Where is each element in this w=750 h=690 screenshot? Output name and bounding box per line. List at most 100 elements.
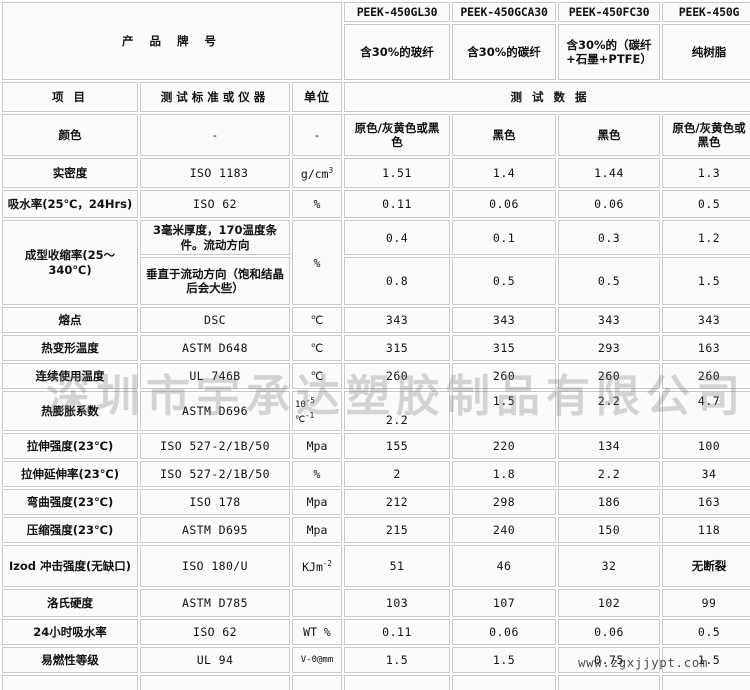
table-row: 介电强度 IEC 248 kV/mm 175 因含碳纤而导电 因含碳纤石墨导电 …: [2, 675, 750, 690]
row-value-1: 215: [344, 517, 451, 544]
row-item-label: 成型收缩率(25～340℃): [2, 220, 138, 306]
row-value-4: 34: [662, 461, 750, 488]
row-unit: ℃: [292, 307, 343, 334]
row-value-2: 0.5: [452, 257, 557, 306]
row-value-1: 260: [344, 363, 451, 390]
row-value-3: 0.3: [558, 220, 661, 256]
row-value-2: 260: [452, 363, 557, 390]
row-value-1: 2: [344, 461, 451, 488]
row-standard: ISO 178: [140, 489, 290, 516]
table-row: 热变形温度 ASTM D648 ℃ 315 315 293 163: [2, 335, 750, 362]
row-value-4: 163: [662, 489, 750, 516]
row-value-1: 0.11: [344, 619, 451, 646]
row-standard: DSC: [140, 307, 290, 334]
row-unit: Mpa: [292, 517, 343, 544]
table-row: 实密度 ISO 1183 g/cm3 1.51 1.4 1.44 1.3: [2, 158, 750, 189]
row-value-2: 0.1: [452, 220, 557, 256]
row-value-2: 黑色: [452, 114, 557, 157]
row-value-3: 150: [558, 517, 661, 544]
table-row: 连续使用温度 UL 746B ℃ 260 260 260 260: [2, 363, 750, 390]
row-value-2: 因含碳纤而导电: [452, 675, 557, 690]
row-value-4: 1.2: [662, 220, 750, 256]
table-row: 压缩强度(23℃) ASTM D695 Mpa 215 240 150 118: [2, 517, 750, 544]
row-value-4: 原色/灰黄色或黑色: [662, 114, 750, 157]
row-unit: ℃: [292, 335, 343, 362]
row-value-2: 1.4: [452, 158, 557, 189]
table-row: 拉伸延伸率(23℃) ISO 527-2/1B/50 % 2 1.8 2.2 3…: [2, 461, 750, 488]
row-item-text: 吸水率(25℃，24Hrs): [7, 197, 133, 212]
table-row: 吸水率(25℃，24Hrs) ISO 62 % 0.11 0.06 0.06 0…: [2, 190, 750, 219]
row-value-3: 102: [558, 589, 661, 618]
row-value-2: 240: [452, 517, 557, 544]
header-standard: 测试标准或仪器: [140, 82, 290, 113]
row-value-2: 0.06: [452, 190, 557, 219]
row-item-label: 热变形温度: [2, 335, 138, 362]
row-value-3: 343: [558, 307, 661, 334]
row-unit: -: [292, 114, 343, 157]
row-value-3: 2.2: [558, 391, 661, 432]
row-unit: 10-5 ℃-1: [292, 391, 343, 432]
row-value-3: 260: [558, 363, 661, 390]
table-row: 易燃性等级 UL 94 V-0@mm 1.5 1.5 0.75 1.5: [2, 647, 750, 674]
row-value-1: 212: [344, 489, 451, 516]
row-value-1: 315: [344, 335, 451, 362]
column-code-2: PEEK-450GCA30: [452, 2, 557, 23]
row-value-3: 因含碳纤石墨导电: [558, 675, 661, 690]
row-item-label: 吸水率(25℃，24Hrs): [2, 190, 138, 219]
row-value-3: 2.2: [558, 461, 661, 488]
row-value-1: 175: [344, 675, 451, 690]
column-desc-2: 含30%的碳纤: [452, 24, 557, 81]
row-item-label: 拉伸延伸率(23℃): [2, 461, 138, 488]
row-item-label: 弯曲强度(23℃): [2, 489, 138, 516]
header-row-desc: 含30%的玻纤 含30%的碳纤 含30%的（碳纤+石墨+PTFE） 纯树脂: [2, 24, 750, 81]
row-value-3: 1.44: [558, 158, 661, 189]
row-value-4: 0.5: [662, 190, 750, 219]
row-value-4: 1.5: [662, 257, 750, 306]
row-item-label: 熔点: [2, 307, 138, 334]
row-standard: UL 94: [140, 647, 290, 674]
table-row: 热膨胀系数 ASTM D696 10-5 ℃-1 2.2 1.5 2.2 4.7: [2, 391, 750, 432]
row-standard: UL 746B: [140, 363, 290, 390]
row-value-2: 1.5: [452, 647, 557, 674]
row-value-3: 0.75: [558, 647, 661, 674]
row-value-2: 298: [452, 489, 557, 516]
table-row: Izod 冲击强度(无缺口) ISO 180/U KJm-2 51 46 32 …: [2, 545, 750, 588]
row-value-4: 0.5: [662, 619, 750, 646]
row-item-label: 易燃性等级: [2, 647, 138, 674]
row-unit: Mpa: [292, 489, 343, 516]
row-value-2: 315: [452, 335, 557, 362]
header-unit: 单位: [292, 82, 343, 113]
row-unit: WT %: [292, 619, 343, 646]
row-value-4: 99: [662, 589, 750, 618]
table-row: 拉伸强度(23℃) ISO 527-2/1B/50 Mpa 155 220 13…: [2, 433, 750, 460]
row-value-4: 1.5: [662, 647, 750, 674]
row-value-1: 51: [344, 545, 451, 588]
row-value-1: 0.11: [344, 190, 451, 219]
header-item: 项 目: [2, 82, 138, 113]
column-code-1: PEEK-450GL30: [344, 2, 451, 23]
row-value-1: 2.2: [344, 391, 451, 432]
row-item-label: 24小时吸水率: [2, 619, 138, 646]
row-value-3: 32: [558, 545, 661, 588]
row-standard: ASTM D696: [140, 391, 290, 432]
row-value-4: 163: [662, 335, 750, 362]
row-standard: IEC 248: [140, 675, 290, 690]
column-code-4: PEEK-450G: [662, 2, 750, 23]
table-row: 颜色 - - 原色/灰黄色或黑色 黑色 黑色 原色/灰黄色或黑色: [2, 114, 750, 157]
product-grade-title: 产 品 牌 号: [2, 2, 343, 81]
row-standard: ASTM D648: [140, 335, 290, 362]
column-desc-3: 含30%的（碳纤+石墨+PTFE）: [558, 24, 661, 81]
row-item-label: 拉伸强度(23℃): [2, 433, 138, 460]
row-standard: ISO 62: [140, 619, 290, 646]
row-value-1: 0.8: [344, 257, 451, 306]
row-item-label: 热膨胀系数: [2, 391, 138, 432]
row-value-4: 118: [662, 517, 750, 544]
row-value-3: 0.06: [558, 619, 661, 646]
table-row: 垂直于流动方向（饱和结晶后会大些） 0.8 0.5 0.5 1.5: [2, 257, 750, 306]
row-value-2: 46: [452, 545, 557, 588]
table-row: 熔点 DSC ℃ 343 343 343 343: [2, 307, 750, 334]
row-value-4: 无断裂: [662, 545, 750, 588]
row-item-label: Izod 冲击强度(无缺口): [2, 545, 138, 588]
